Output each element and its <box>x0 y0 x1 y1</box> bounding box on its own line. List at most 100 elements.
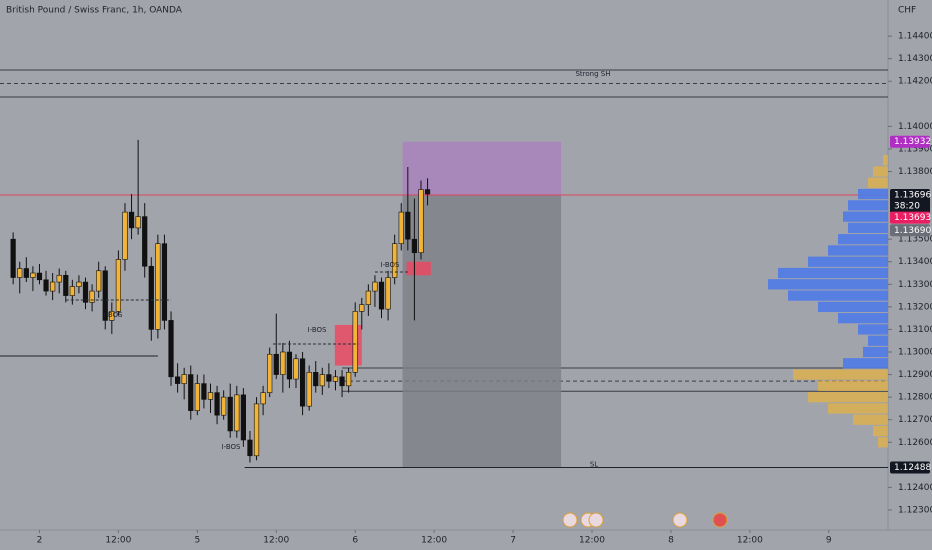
candle-body <box>299 358 306 407</box>
volume-profile-bar <box>788 290 888 301</box>
candle-body <box>43 279 49 292</box>
y-tick-label: 1.13200 <box>898 302 932 312</box>
candle-body <box>385 277 391 310</box>
volume-profile-bar <box>793 369 888 380</box>
candle-body <box>267 353 273 393</box>
candle-body <box>221 396 227 416</box>
candle-body <box>346 372 352 387</box>
volume-profile-bar <box>878 437 888 448</box>
volume-profile-bar <box>873 425 888 437</box>
candle-body <box>411 238 418 254</box>
event-icon <box>712 512 728 528</box>
x-tick-label: 2 <box>37 536 43 546</box>
volume-profile-bar <box>868 177 888 188</box>
candle-body <box>359 304 365 312</box>
annotation: I-BOS <box>381 261 401 269</box>
candle-body <box>319 374 325 387</box>
annotation: I-BOS <box>222 443 242 451</box>
countdown: 38:20 <box>894 201 920 211</box>
y-tick-label: 1.14000 <box>898 122 932 132</box>
y-tick-label: 1.12400 <box>898 483 932 493</box>
volume-profile-bar <box>868 335 888 346</box>
candle-body <box>240 394 246 441</box>
volume-profile-bar <box>843 358 888 369</box>
candle-body <box>286 351 293 380</box>
y-tick-label: 1.12300 <box>898 505 932 515</box>
candle-body <box>63 274 69 296</box>
volume-profile-bar <box>843 211 888 222</box>
x-tick-label: 7 <box>510 536 516 546</box>
candle-body <box>17 268 23 278</box>
event-icon <box>588 512 604 528</box>
candle-body <box>168 320 174 378</box>
price-badge-label: 1.12488 <box>894 463 931 473</box>
candle-body <box>313 372 319 387</box>
candle-body <box>30 272 36 278</box>
candle-body <box>56 274 62 283</box>
price-badge-label: 1.13696 <box>894 190 931 200</box>
x-tick-label: 8 <box>668 536 674 546</box>
candle-body <box>148 265 154 330</box>
candle-body <box>339 376 345 387</box>
candle-body <box>247 439 253 457</box>
price-badge <box>890 135 930 148</box>
price-badge <box>890 188 930 213</box>
candle-body <box>96 270 102 292</box>
volume-profile-bar <box>808 256 888 267</box>
volume-profile-bar <box>848 200 888 211</box>
candle-body <box>155 243 161 330</box>
volume-profile-bar <box>858 188 888 200</box>
x-tick-label: 12:00 <box>263 536 289 546</box>
candle-body <box>174 376 181 384</box>
y-tick-label: 1.13900 <box>898 144 932 154</box>
candle-body <box>207 392 214 400</box>
order-block <box>406 261 431 276</box>
candle-body <box>102 270 108 321</box>
volume-profile-bar <box>863 346 888 358</box>
volume-profile-bar <box>848 222 888 234</box>
candle-body <box>109 311 115 321</box>
event-icon <box>672 512 688 528</box>
price-badge-label: 1.13932 <box>894 137 931 147</box>
candle-body <box>398 211 404 244</box>
volume-profile-bar <box>853 414 888 425</box>
y-tick-label: 1.13800 <box>898 167 932 177</box>
candle-body <box>352 311 358 373</box>
event-icon <box>562 512 578 528</box>
candle-body <box>142 216 148 267</box>
candle-body <box>392 243 398 278</box>
x-tick-label: 5 <box>194 536 200 546</box>
y-tick-label: 1.12800 <box>898 393 932 403</box>
y-tick-label: 1.13100 <box>898 325 932 335</box>
candle-body <box>135 216 141 229</box>
annotation: SL <box>590 461 598 469</box>
candle-body <box>122 211 128 260</box>
price-badge-label: 1.13690 <box>894 226 931 236</box>
candle-body <box>89 290 95 303</box>
candle-body <box>161 243 168 321</box>
currency: CHF <box>898 6 916 16</box>
candle-body <box>76 281 82 287</box>
x-tick-label: 12:00 <box>421 536 447 546</box>
candle-body <box>69 286 75 296</box>
stop-zone <box>402 194 562 468</box>
annotation: I-BOS <box>308 326 328 334</box>
y-tick-label: 1.12600 <box>898 438 932 448</box>
candle-body <box>418 189 424 254</box>
candle-body <box>260 392 266 405</box>
candle-body <box>188 374 194 411</box>
candle-body <box>424 189 431 195</box>
y-tick-label: 1.14300 <box>898 54 932 64</box>
y-tick-label: 1.13400 <box>898 257 932 267</box>
volume-profile-bar <box>828 245 888 256</box>
x-tick-label: 6 <box>352 536 358 546</box>
candle-body <box>273 353 279 375</box>
candle-body <box>326 374 332 382</box>
event-icons <box>562 512 728 528</box>
candle-body <box>201 383 207 400</box>
volume-profile-bar <box>858 324 888 335</box>
volume-profile-bar <box>808 391 888 403</box>
x-tick-label: 12:00 <box>105 536 131 546</box>
y-tick-label: 1.12700 <box>898 415 932 425</box>
